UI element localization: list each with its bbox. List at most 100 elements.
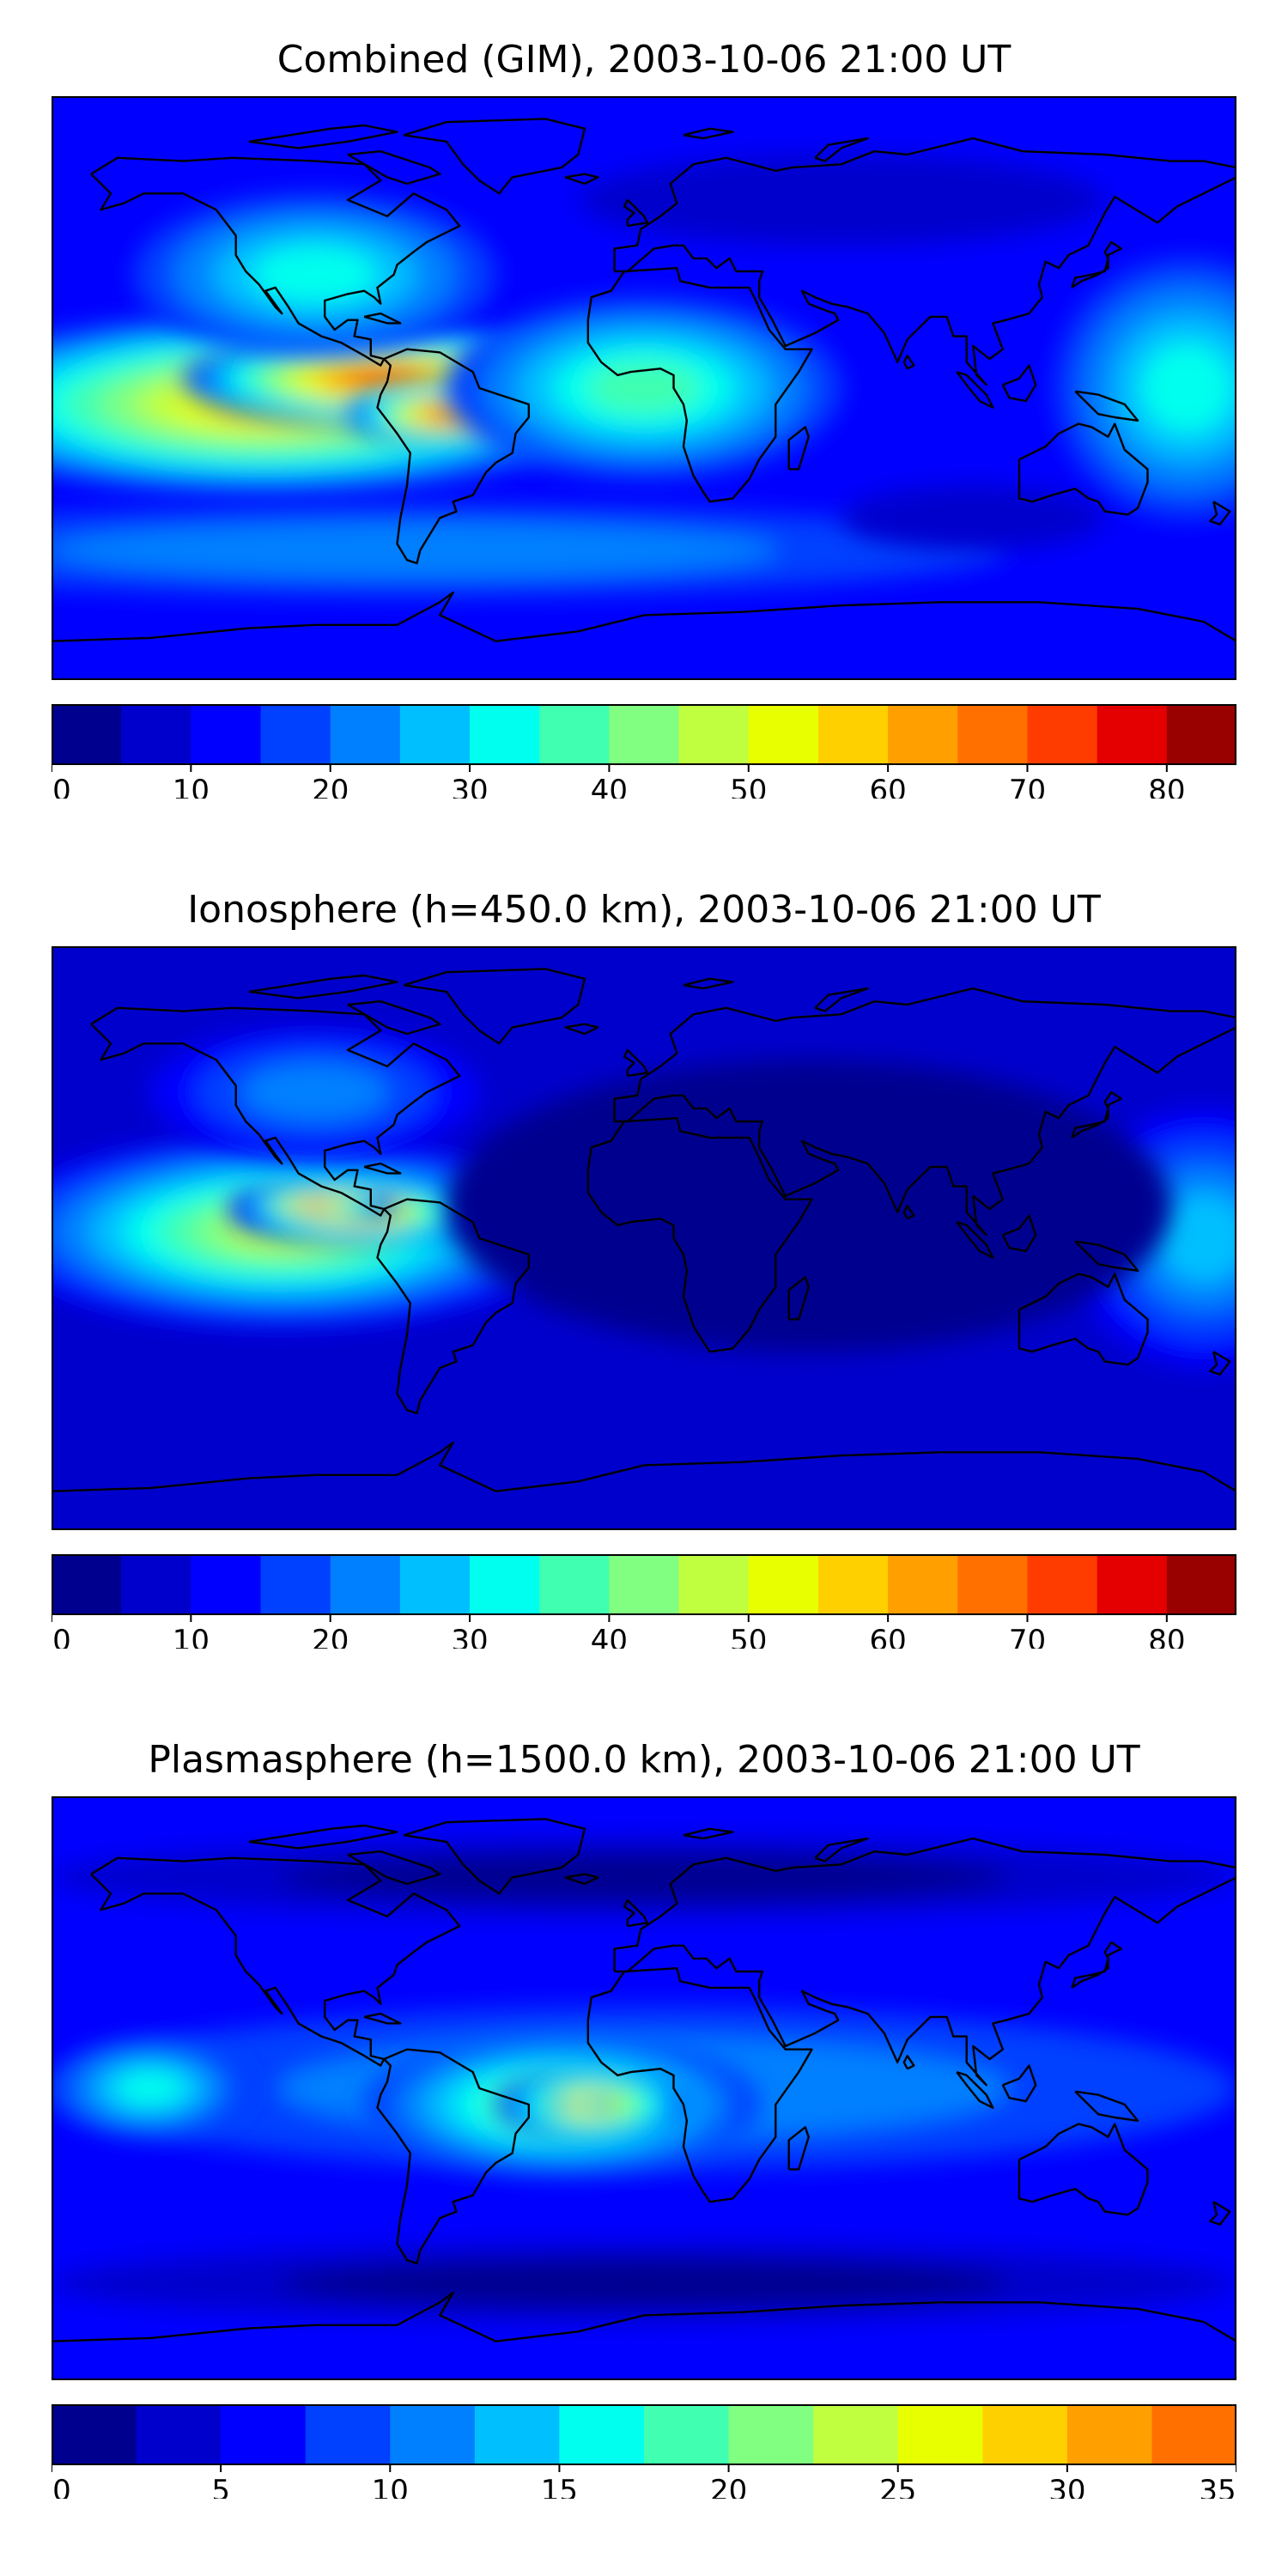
colorbar-tick-label: 0 bbox=[52, 2474, 71, 2499]
colorbar-segment bbox=[121, 1554, 191, 1614]
colorbar-segment bbox=[888, 1554, 958, 1614]
coastline-iceland bbox=[564, 1873, 599, 1886]
contour-blob-3 bbox=[545, 2088, 611, 2121]
colorbar-segment bbox=[221, 2404, 307, 2464]
colorbar-segment bbox=[728, 2404, 814, 2464]
colorbar-segment bbox=[1097, 1554, 1168, 1614]
colorbar-segment bbox=[52, 1554, 122, 1614]
colorbar-tick-label: 30 bbox=[451, 774, 488, 799]
coastline-svalbard bbox=[683, 127, 734, 140]
colorbar-segment bbox=[559, 2404, 645, 2464]
colorbar-segment bbox=[1027, 1554, 1098, 1614]
coastline-africa bbox=[586, 266, 813, 503]
coastline-baffin-island bbox=[347, 999, 441, 1036]
colorbar-segment bbox=[1027, 704, 1098, 764]
colorbar-segment bbox=[957, 704, 1028, 764]
colorbar-segment bbox=[121, 704, 191, 764]
coastline-new-zealand bbox=[1209, 501, 1231, 526]
colorbar-tick-label: 0 bbox=[52, 1624, 71, 1649]
colorbar-segment bbox=[897, 2404, 983, 2464]
colorbar-frame bbox=[52, 1554, 1236, 1615]
colorbar-segment bbox=[817, 704, 889, 764]
colorbar-tick-label: 10 bbox=[173, 774, 210, 799]
colorbar-segment bbox=[474, 2404, 560, 2464]
contour-blob-4 bbox=[52, 1838, 1236, 1917]
colorbar-tick-label: 20 bbox=[312, 1624, 349, 1649]
colorbar-segment bbox=[260, 704, 331, 764]
coastline-madagascar bbox=[787, 426, 810, 471]
colorbar-segment bbox=[470, 1554, 540, 1614]
contour-blob-5 bbox=[52, 2244, 1236, 2322]
coastline-great-britain bbox=[623, 1048, 648, 1078]
colorbar-segment bbox=[539, 1554, 610, 1614]
panel-title: Ionosphere (h=450.0 km), 2003-10-06 21:0… bbox=[187, 888, 1101, 932]
coastline-new-guinea bbox=[1074, 2090, 1139, 2122]
coastline-south-america bbox=[376, 1198, 530, 1415]
colorbar-tick-label: 70 bbox=[1009, 774, 1046, 799]
colorbar-frame bbox=[52, 2404, 1236, 2465]
coastline-novaya-zemlya bbox=[814, 987, 869, 1012]
colorbar-segment bbox=[609, 1554, 680, 1614]
colorbar-segment bbox=[470, 704, 540, 764]
colorbar-segment bbox=[390, 2404, 476, 2464]
colorbar-segment bbox=[957, 1554, 1028, 1614]
coastline-south-america bbox=[376, 348, 530, 565]
colorbar-tick-label: 10 bbox=[173, 1624, 210, 1649]
coastline-baffin-island bbox=[347, 149, 441, 185]
colorbar-segment bbox=[1066, 2404, 1152, 2464]
colorbar-segment bbox=[52, 704, 122, 764]
map-frame bbox=[52, 1796, 1236, 2380]
contour-blob-6 bbox=[52, 2039, 249, 2137]
contour-blob-6 bbox=[52, 505, 1006, 596]
colorbar-segment bbox=[678, 704, 750, 764]
colorbar-segment bbox=[1151, 2404, 1236, 2464]
colorbar-segment bbox=[191, 704, 262, 764]
coastline-madagascar bbox=[787, 1276, 810, 1321]
coastline-baffin-island bbox=[347, 1850, 441, 1886]
colorbar-segment bbox=[888, 704, 958, 764]
map-plasmasphere bbox=[52, 1796, 1236, 2380]
colorbar-tick-label: 60 bbox=[869, 774, 906, 799]
coastline-africa bbox=[586, 1966, 813, 2203]
colorbar-tick-label: 40 bbox=[591, 1624, 628, 1649]
colorbar-segment bbox=[539, 704, 610, 764]
coastline-svalbard bbox=[683, 977, 734, 990]
colorbar-tick-label: 30 bbox=[1048, 2474, 1085, 2499]
coastline-cuba bbox=[363, 2012, 402, 2025]
contour-blob-3 bbox=[447, 297, 841, 479]
colorbar-segment bbox=[748, 1554, 819, 1614]
colorbar-segment bbox=[1097, 704, 1168, 764]
colorbar-tick-label: 60 bbox=[869, 1624, 906, 1649]
map-combined bbox=[52, 96, 1236, 680]
coastline-south-america bbox=[376, 2048, 530, 2265]
coastline-new-guinea bbox=[1074, 390, 1139, 422]
colorbar-segment bbox=[399, 704, 471, 764]
coastline-canadian-arctic bbox=[248, 1824, 398, 1850]
map-frame bbox=[52, 946, 1236, 1530]
coastline-cuba bbox=[363, 312, 402, 325]
colorbar-tick-label: 70 bbox=[1009, 1624, 1046, 1649]
colorbar-segment bbox=[982, 2404, 1068, 2464]
coastline-antarctica bbox=[52, 2291, 1236, 2342]
coastline-cuba bbox=[363, 1162, 402, 1175]
panel-title: Combined (GIM), 2003-10-06 21:00 UT bbox=[276, 38, 1012, 82]
colorbar-segment bbox=[52, 2404, 137, 2464]
colorbar-segment bbox=[1166, 1554, 1236, 1614]
coastline-japan bbox=[1071, 1091, 1123, 1139]
colorbar-segment bbox=[330, 1554, 401, 1614]
coastline-sumatra bbox=[956, 1220, 994, 1259]
coastline-canadian-arctic bbox=[248, 124, 398, 149]
coastline-north-america bbox=[90, 156, 461, 367]
coastline-greenland bbox=[403, 118, 586, 195]
colorbar-segment bbox=[305, 2404, 391, 2464]
contour-blob-7 bbox=[841, 485, 1105, 550]
colorbar-tick-label: 10 bbox=[372, 2474, 409, 2499]
coastline-borneo bbox=[1001, 2064, 1037, 2103]
colorbar-segment bbox=[260, 1554, 331, 1614]
coastline-north-america bbox=[90, 1856, 461, 2067]
colorbar-tick-label: 20 bbox=[312, 774, 349, 799]
colorbar-segment bbox=[813, 2404, 899, 2464]
colorbar-segment bbox=[191, 1554, 262, 1614]
coastline-japan bbox=[1071, 1941, 1123, 1989]
coastline-svalbard bbox=[683, 1827, 734, 1840]
